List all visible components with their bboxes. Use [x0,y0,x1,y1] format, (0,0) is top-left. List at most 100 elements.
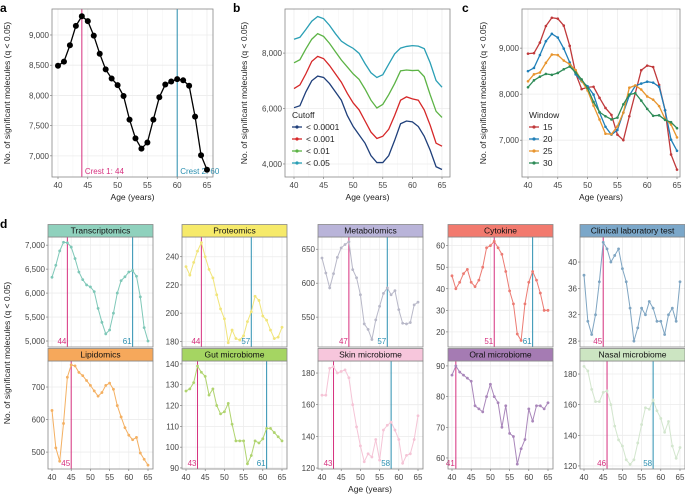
data-point [544,39,548,43]
data-point [645,95,649,98]
data-point [605,247,609,251]
data-point [473,404,477,408]
crest-label: 45 [61,459,70,468]
data-point [104,332,108,336]
data-point [469,280,473,284]
data-point [601,391,605,394]
facet-title: Transcriptomics [71,226,131,236]
data-point [562,24,566,27]
x-tick-label: 45 [83,181,92,190]
data-point [253,294,257,298]
data-point [219,412,222,416]
data-point [624,280,628,284]
data-point [85,283,88,287]
data-point [675,136,679,139]
x-axis-label: Age (years) [579,192,623,202]
data-point [613,254,617,257]
data-point [568,44,572,48]
crest-label: 61 [523,337,532,346]
data-point [114,82,121,89]
y-tick-label: 6,000 [262,105,283,114]
data-point [112,387,115,391]
x-tick-label: 50 [356,473,365,482]
data-point [550,32,554,36]
data-point [675,149,679,153]
data-point [131,269,135,272]
y-tick-label: 180 [564,370,578,379]
data-point [604,114,607,118]
data-point [385,423,389,427]
data-point [138,451,142,455]
series-line-00001 [293,75,443,171]
data-point [184,265,188,269]
facet-strip [317,348,424,362]
x-tick-label: 40 [54,181,63,190]
legend-label: < 0.05 [306,158,330,168]
data-point [670,306,674,310]
data-point [196,249,199,253]
data-point [65,375,69,379]
data-point [119,415,123,419]
data-point [617,438,620,442]
x-tick-label: 60 [394,473,403,482]
data-point [138,145,145,152]
x-tick-label: 40 [290,181,299,190]
data-point [269,328,272,332]
data-point [622,102,625,106]
data-point [647,407,651,411]
data-point [401,321,405,325]
y-tick-label: 60 [436,454,445,463]
crest-label: 58 [643,459,652,468]
facet-title: Proteomics [213,226,256,236]
data-point [647,300,651,303]
data-point [481,410,485,414]
data-point [269,427,272,430]
chart-panel-d-cytokine: 20 30 40 50 60 51 61 Cytokine [436,224,554,348]
data-point [598,110,601,114]
data-point [594,400,597,403]
data-point [621,267,624,271]
crest-label: 57 [241,337,250,346]
data-point [192,381,196,385]
series-line [451,240,548,343]
legend-label: < 0.01 [306,146,330,156]
data-point [328,366,332,370]
data-point [196,364,199,368]
legend: Window 15 20 25 30 [529,110,560,168]
data-point [89,285,92,289]
data-point [628,86,631,90]
data-point [408,321,412,324]
crest-label: 45 [593,337,602,346]
data-point [657,114,661,117]
data-point [366,452,370,456]
data-point [144,139,151,146]
data-point [257,441,261,445]
chart-panel-d-lipidomics: 500 600 700 40 45 50 55 60 65 45 Lipidomics [32,348,154,482]
data-point [405,453,408,457]
panel-d-y-axis-label: No. of significant molecules (q < 0.05) [2,282,12,425]
data-point [343,243,347,246]
data-point [613,424,617,428]
panel-label-a: a [0,1,7,15]
data-point [72,22,79,29]
x-tick-label: 65 [278,473,287,482]
data-point [146,463,150,467]
data-point [69,363,73,367]
data-point [645,64,649,67]
data-point [382,291,385,295]
y-tick-label: 5,000 [25,337,46,346]
data-point [556,71,560,75]
data-point [515,462,519,466]
facet-strip [447,224,554,238]
crest-label: 57 [377,337,386,346]
y-tick-label: 9,000 [499,44,520,53]
y-tick-label: 120 [302,464,316,473]
data-point [550,53,554,56]
data-point [556,17,560,20]
data-point [126,116,133,123]
crest-label: 47 [339,337,348,346]
data-point [335,371,339,375]
data-point [550,16,554,20]
x-tick-label: 40 [524,181,533,190]
